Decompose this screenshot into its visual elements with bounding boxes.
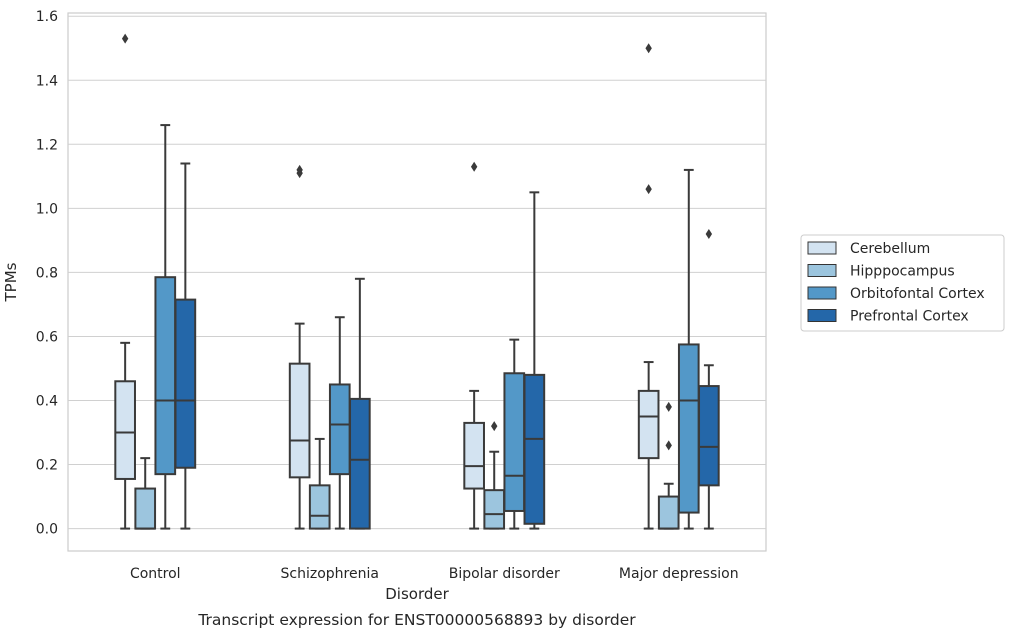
box — [677, 343, 700, 514]
outlier-point — [296, 164, 303, 175]
outlier-point — [665, 401, 672, 412]
box — [308, 484, 331, 530]
box — [657, 495, 680, 530]
legend-swatch — [807, 241, 837, 255]
series-cerebellum — [114, 33, 660, 530]
box — [154, 276, 177, 476]
y-axis-ticks: 0.0 0.2 0.4 0.6 0.8 1.0 1.2 1.4 1.6 — [36, 9, 58, 537]
y-tick-label: 0.8 — [36, 265, 58, 281]
y-tick-label: 0.2 — [36, 458, 58, 474]
box-group — [328, 316, 351, 530]
y-tick-label: 0.4 — [36, 393, 58, 409]
y-tick-label: 1.0 — [36, 201, 58, 217]
box — [483, 489, 506, 530]
series-prefrontal-cortex — [174, 162, 720, 530]
legend-label: Orbitofontal Cortex — [850, 286, 985, 302]
box-group — [174, 162, 197, 530]
box — [463, 421, 485, 490]
box-group — [114, 33, 136, 530]
legend-label: Prefrontal Cortex — [850, 309, 969, 325]
x-axis-ticks: Control Schizophrenia Bipolar disorder Majo… — [130, 566, 739, 582]
box — [698, 385, 720, 487]
outlier-point — [470, 161, 478, 172]
box — [114, 380, 136, 480]
box-group — [288, 164, 311, 530]
outlier-point — [665, 440, 672, 451]
legend-swatch — [807, 309, 837, 322]
y-tick-label: 1.6 — [36, 9, 58, 25]
outlier-point — [645, 43, 652, 54]
box — [328, 383, 351, 476]
outlier-point — [491, 421, 498, 432]
x-axis-label: Disorder — [385, 585, 449, 603]
box-group — [349, 277, 371, 530]
x-tick-label: Major depression — [619, 566, 739, 582]
box-group — [134, 457, 157, 530]
box — [523, 373, 546, 525]
legend-label: Hipppocampus — [850, 264, 955, 280]
box-group — [523, 191, 546, 530]
series-orbitofontal-cortex — [154, 124, 700, 530]
box — [503, 372, 526, 512]
y-tick-label: 1.4 — [36, 73, 58, 89]
x-tick-label: Bipolar disorder — [449, 566, 560, 582]
box-group — [463, 161, 485, 530]
y-axis-label: TPMs — [2, 262, 20, 302]
box — [288, 362, 311, 479]
legend: Cerebellum Hipppocampus Orbitofontal Corte… — [800, 234, 1005, 332]
x-tick-label: Control — [130, 566, 181, 582]
legend-swatch — [807, 264, 837, 277]
box — [637, 389, 660, 460]
box — [134, 487, 157, 530]
box-group — [637, 43, 660, 530]
box-group — [308, 437, 331, 530]
legend-label: Cerebellum — [850, 241, 930, 257]
x-tick-label: Schizophrenia — [281, 566, 379, 582]
box-group — [698, 228, 720, 530]
box-series — [114, 33, 720, 530]
legend-frame — [800, 234, 1005, 332]
outlier-point — [645, 184, 652, 195]
box — [174, 298, 197, 469]
y-tick-label: 1.2 — [36, 137, 58, 153]
outlier-point — [705, 228, 713, 239]
legend-swatch — [807, 286, 837, 300]
chart-caption: Transcript expression for ENST0000056889… — [197, 611, 636, 629]
outlier-point — [121, 33, 129, 44]
y-tick-label: 0.6 — [36, 329, 58, 345]
series-hipppocampus — [134, 401, 680, 530]
box — [349, 397, 371, 530]
y-tick-label: 0.0 — [36, 522, 58, 538]
box-group — [154, 124, 177, 530]
